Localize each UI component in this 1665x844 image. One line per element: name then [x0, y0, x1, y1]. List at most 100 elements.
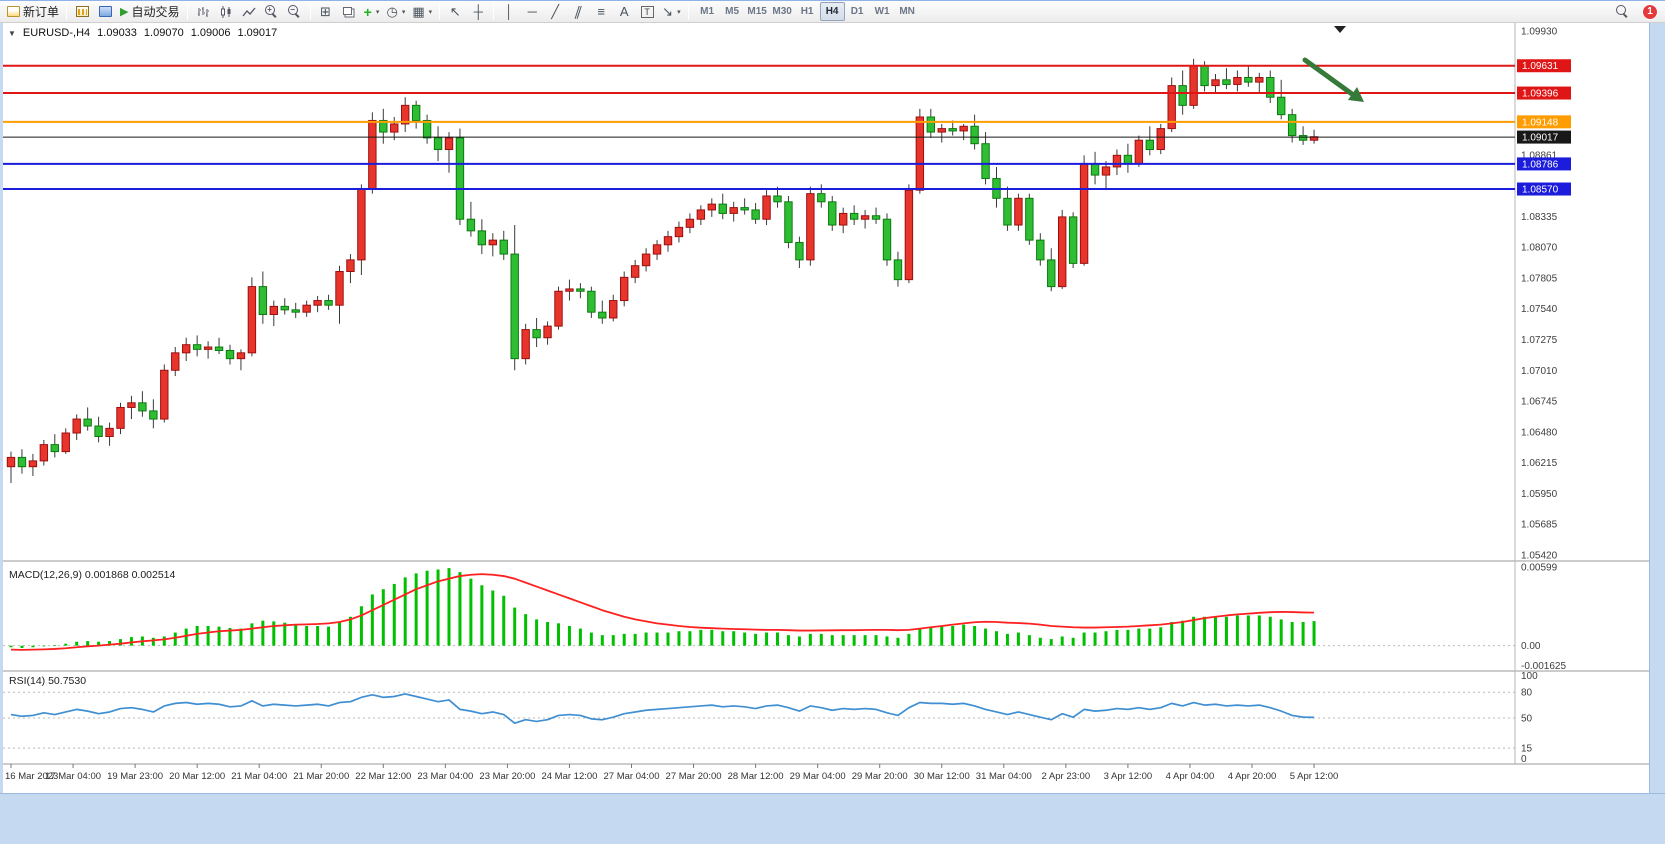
- bull-candle: [652, 244, 662, 255]
- bull-candle: [390, 123, 399, 133]
- line-chart-button[interactable]: [238, 2, 260, 22]
- bear-candle: [1287, 114, 1297, 137]
- arrows-button[interactable]: ↘ ▾: [659, 2, 683, 22]
- timeframe-button-m5[interactable]: M5: [720, 2, 745, 21]
- timeframe-button-mn[interactable]: MN: [895, 2, 920, 21]
- notification-badge[interactable]: 1: [1642, 3, 1658, 20]
- horizontal-line-button[interactable]: ─: [521, 2, 543, 22]
- templates-button[interactable]: ▦ ▾: [409, 2, 435, 22]
- bull-candle: [401, 104, 410, 125]
- bull-candle: [674, 226, 684, 238]
- svg-text:23 Mar 04:00: 23 Mar 04:00: [417, 771, 473, 782]
- svg-text:16 Mar 2023: 16 Mar 2023: [5, 771, 58, 782]
- zoom-in-button[interactable]: +: [261, 2, 283, 22]
- vertical-line-button[interactable]: │: [498, 2, 520, 22]
- bull-candle: [1189, 65, 1198, 106]
- panel-separators[interactable]: [3, 23, 1649, 765]
- bull-candle: [444, 137, 454, 151]
- bull-candle: [488, 239, 498, 246]
- equidistant-channel-icon: ∥: [572, 3, 585, 19]
- bar-chart-button[interactable]: [192, 2, 214, 22]
- cursor-icon: ↖: [449, 3, 461, 19]
- price-line-box-label: 1.09631: [1522, 61, 1559, 72]
- arrow-annotation[interactable]: [1302, 57, 1364, 102]
- bear-candle: [466, 218, 476, 232]
- horizontal-lines-layer[interactable]: 1.09631 1.09396 1.09148 1.09017 1.08786 1.085…: [3, 59, 1571, 196]
- line-chart-icon: [241, 7, 255, 16]
- svg-text:27 Mar 20:00: 27 Mar 20:00: [666, 771, 722, 782]
- bear-candle: [1298, 135, 1308, 141]
- toolbar-separator: [309, 3, 311, 20]
- bull-candle: [116, 406, 125, 429]
- toolbar-right-group: 1: [1611, 2, 1661, 22]
- svg-text:1.09930: 1.09930: [1521, 27, 1558, 38]
- bear-candle: [258, 286, 268, 315]
- price-axis[interactable]: 1.09930 1.08861 1.08335 1.08070 1.07805 1.075…: [1521, 27, 1566, 766]
- timeframe-button-m1[interactable]: M1: [695, 2, 720, 21]
- channel-button[interactable]: ∥: [567, 2, 589, 22]
- trendline-icon: ╱: [551, 3, 560, 19]
- chart-canvas[interactable]: 1.09930 1.08861 1.08335 1.08070 1.07805 1.075…: [3, 23, 1649, 793]
- timeframe-button-m15[interactable]: M15: [745, 2, 770, 21]
- timeframe-button-m30[interactable]: M30: [770, 2, 795, 21]
- bull-candle: [357, 188, 366, 261]
- svg-text:100: 100: [1521, 671, 1538, 682]
- tile-windows-button[interactable]: ⊞: [315, 2, 337, 22]
- auto-trading-play-icon: ▶: [120, 5, 129, 18]
- bull-candle: [1058, 216, 1067, 288]
- bull-candle: [346, 259, 355, 273]
- chart-area[interactable]: 1.09930 1.08861 1.08335 1.08070 1.07805 1.075…: [3, 23, 1649, 793]
- candlestick-chart-button[interactable]: [215, 2, 237, 22]
- bear-candle: [433, 137, 443, 151]
- close-value: 1.09017: [237, 27, 278, 39]
- text-button[interactable]: A: [613, 2, 635, 22]
- timeframe-button-h4[interactable]: H4: [819, 2, 845, 21]
- fibonacci-button[interactable]: ≡: [590, 2, 612, 22]
- bear-candle: [817, 193, 826, 203]
- rsi-indicator-label: RSI(14) 50.7530: [9, 675, 87, 687]
- open-value: 1.09033: [97, 27, 137, 39]
- timeframe-button-d1[interactable]: D1: [845, 2, 870, 21]
- bull-candle: [620, 276, 629, 302]
- bear-candle: [1266, 76, 1275, 98]
- tile-windows-icon: ⊞: [320, 3, 331, 19]
- cascade-windows-button[interactable]: [338, 2, 360, 22]
- bear-candle: [948, 128, 957, 132]
- cursor-button[interactable]: ↖: [444, 2, 466, 22]
- timeframe-button-w1[interactable]: W1: [870, 2, 895, 21]
- charts-menu-button[interactable]: [71, 2, 93, 22]
- new-order-button[interactable]: 新订单: [4, 2, 62, 22]
- bull-candle: [1211, 79, 1220, 87]
- bull-candle: [685, 218, 695, 228]
- candlestick-chart-icon: [220, 5, 230, 18]
- bull-candle: [1079, 162, 1089, 264]
- profiles-button[interactable]: [94, 2, 116, 22]
- svg-text:0.00599: 0.00599: [1521, 563, 1558, 574]
- svg-text:1.05685: 1.05685: [1521, 520, 1558, 531]
- bear-candle: [17, 456, 27, 468]
- trendline-button[interactable]: ╱: [544, 2, 566, 22]
- auto-trading-button[interactable]: ▶ 自动交易: [117, 2, 182, 22]
- svg-text:19 Mar 23:00: 19 Mar 23:00: [107, 771, 163, 782]
- price-line-box: [1517, 115, 1571, 129]
- periods-button[interactable]: ◷ ▾: [384, 2, 409, 22]
- bear-candle: [455, 137, 465, 220]
- indicators-button[interactable]: + ▾: [361, 2, 383, 22]
- zoom-out-button[interactable]: −: [284, 2, 306, 22]
- svg-text:23 Mar 20:00: 23 Mar 20:00: [479, 771, 535, 782]
- bear-candle: [773, 195, 782, 203]
- svg-text:24 Mar 12:00: 24 Mar 12:00: [541, 771, 597, 782]
- timeframe-button-h1[interactable]: H1: [795, 2, 820, 21]
- bear-candle: [784, 201, 793, 243]
- bull-candle: [707, 203, 716, 211]
- bear-candle: [510, 253, 519, 360]
- bull-candle: [105, 427, 114, 437]
- text-label-button[interactable]: T: [636, 2, 658, 22]
- search-button[interactable]: [1611, 2, 1633, 22]
- crosshair-button[interactable]: ┼: [467, 2, 489, 22]
- bear-candle: [970, 125, 979, 145]
- zoom-out-icon: −: [288, 5, 301, 18]
- chart-shift-marker[interactable]: [1334, 26, 1346, 33]
- one-click-trading-toggle[interactable]: ▼: [8, 28, 16, 38]
